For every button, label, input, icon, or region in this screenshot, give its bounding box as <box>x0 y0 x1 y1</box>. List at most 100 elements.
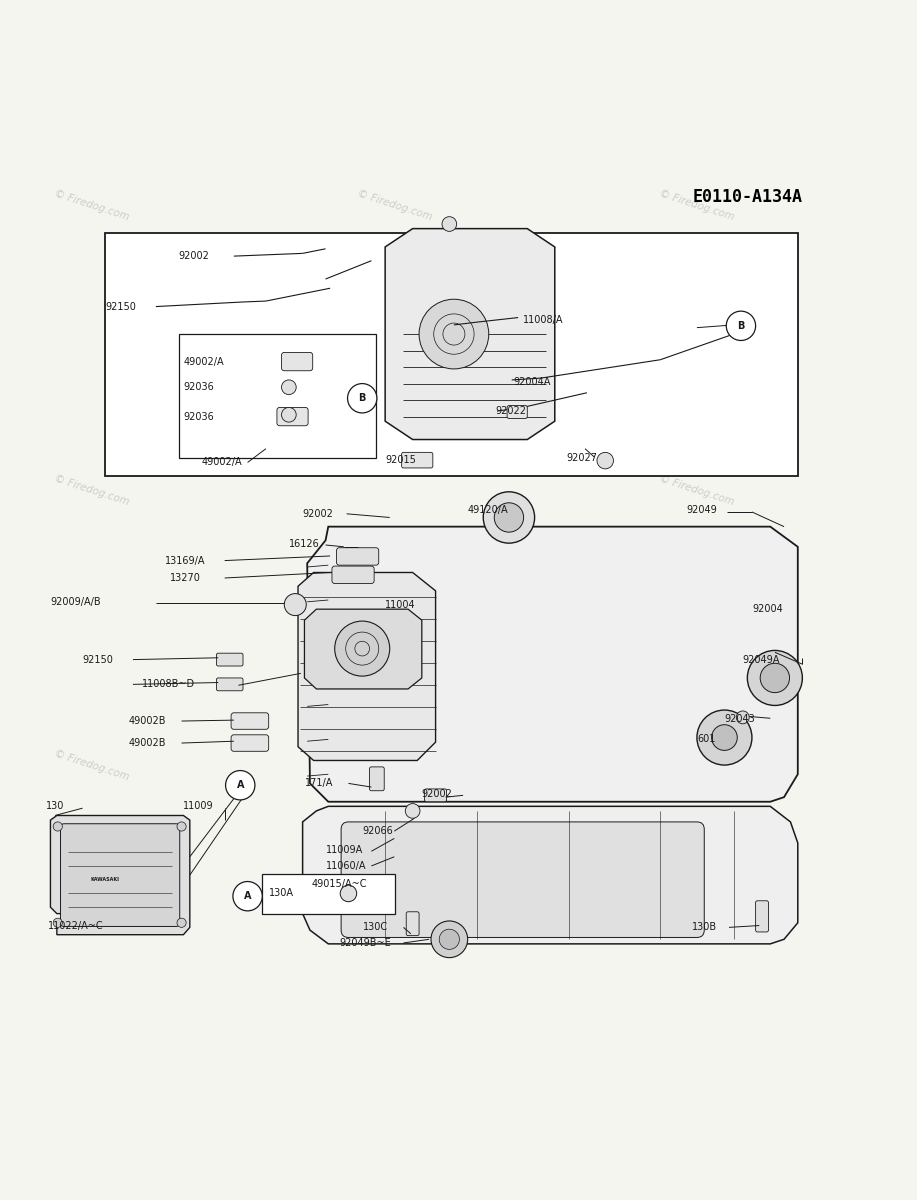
Circle shape <box>335 622 390 676</box>
Text: 92043: 92043 <box>724 714 756 725</box>
Text: © Firedog.com: © Firedog.com <box>53 473 130 506</box>
Text: 130B: 130B <box>692 923 717 932</box>
Text: 11009: 11009 <box>183 802 214 811</box>
Circle shape <box>419 299 489 368</box>
Circle shape <box>442 217 457 232</box>
FancyBboxPatch shape <box>105 233 798 476</box>
FancyBboxPatch shape <box>262 874 395 913</box>
Text: © Firedog.com: © Firedog.com <box>658 473 735 506</box>
Text: 11008/A: 11008/A <box>523 316 563 325</box>
Circle shape <box>282 380 296 395</box>
Polygon shape <box>303 806 798 944</box>
Text: © Firedog.com: © Firedog.com <box>53 749 130 782</box>
Circle shape <box>53 918 62 928</box>
Circle shape <box>760 664 790 692</box>
Circle shape <box>726 311 756 341</box>
Text: 49002B: 49002B <box>128 738 166 748</box>
Circle shape <box>284 594 306 616</box>
Text: 92049: 92049 <box>686 505 717 515</box>
Text: 13270: 13270 <box>170 572 201 583</box>
Circle shape <box>747 650 802 706</box>
Circle shape <box>494 503 524 532</box>
Text: 92004A: 92004A <box>514 377 551 386</box>
Text: 92049A: 92049A <box>743 655 780 665</box>
Text: 11004: 11004 <box>385 600 415 610</box>
Circle shape <box>53 822 62 832</box>
FancyBboxPatch shape <box>406 912 419 936</box>
FancyBboxPatch shape <box>179 334 376 458</box>
FancyBboxPatch shape <box>231 734 269 751</box>
Text: 92022: 92022 <box>495 406 526 416</box>
Circle shape <box>697 710 752 766</box>
FancyBboxPatch shape <box>341 822 704 937</box>
Circle shape <box>712 725 737 750</box>
Circle shape <box>597 452 613 469</box>
Text: © Firedog.com: © Firedog.com <box>53 188 130 222</box>
Text: 92002: 92002 <box>179 251 210 262</box>
Text: 92036: 92036 <box>183 383 215 392</box>
Text: 130C: 130C <box>363 923 388 932</box>
Text: 49120/A: 49120/A <box>468 505 508 515</box>
Circle shape <box>431 920 468 958</box>
Text: 92004: 92004 <box>752 604 783 614</box>
FancyBboxPatch shape <box>370 767 384 791</box>
Polygon shape <box>50 816 190 935</box>
Polygon shape <box>307 527 798 802</box>
Text: 92002: 92002 <box>422 790 453 799</box>
Circle shape <box>226 770 255 800</box>
Text: 92009/A/B: 92009/A/B <box>50 596 101 607</box>
Circle shape <box>233 882 262 911</box>
FancyBboxPatch shape <box>277 408 308 426</box>
Text: © Firedog.com: © Firedog.com <box>356 583 433 617</box>
FancyBboxPatch shape <box>337 547 379 565</box>
Text: B: B <box>359 394 366 403</box>
FancyBboxPatch shape <box>756 901 768 932</box>
Text: 49015/A~C: 49015/A~C <box>312 880 368 889</box>
Text: KAWASAKI: KAWASAKI <box>91 877 120 882</box>
Text: 13169/A: 13169/A <box>165 556 205 565</box>
Text: 92049B~E: 92049B~E <box>339 938 391 948</box>
FancyBboxPatch shape <box>507 406 527 419</box>
Text: 92027: 92027 <box>567 452 598 463</box>
Text: 92036: 92036 <box>183 412 215 421</box>
Circle shape <box>340 886 357 901</box>
FancyBboxPatch shape <box>425 788 447 802</box>
Circle shape <box>439 929 459 949</box>
Circle shape <box>483 492 535 544</box>
Circle shape <box>405 804 420 818</box>
Text: 11009A: 11009A <box>326 845 363 856</box>
Text: 11022/A~C: 11022/A~C <box>48 920 104 930</box>
Text: 11060/A: 11060/A <box>326 860 366 871</box>
Text: 601: 601 <box>697 734 715 744</box>
Circle shape <box>736 710 749 724</box>
Text: A: A <box>237 780 244 791</box>
Text: 130A: 130A <box>269 888 293 899</box>
Circle shape <box>282 408 296 422</box>
Circle shape <box>177 918 186 928</box>
FancyBboxPatch shape <box>332 566 374 583</box>
Polygon shape <box>298 572 436 761</box>
Text: E0110-A134A: E0110-A134A <box>692 187 802 205</box>
Text: 16126: 16126 <box>289 539 320 550</box>
FancyBboxPatch shape <box>216 653 243 666</box>
FancyBboxPatch shape <box>61 823 180 926</box>
Text: 92015: 92015 <box>385 455 416 464</box>
FancyBboxPatch shape <box>216 678 243 691</box>
Text: 11008B~D: 11008B~D <box>142 679 195 689</box>
Text: 49002/A: 49002/A <box>183 356 224 366</box>
Text: B: B <box>737 320 745 331</box>
Text: © Firedog.com: © Firedog.com <box>658 188 735 222</box>
Circle shape <box>348 384 377 413</box>
FancyBboxPatch shape <box>231 713 269 730</box>
Polygon shape <box>385 229 555 439</box>
FancyBboxPatch shape <box>282 353 313 371</box>
Text: 171/A: 171/A <box>305 779 334 788</box>
Polygon shape <box>304 610 422 689</box>
Text: 130: 130 <box>46 802 64 811</box>
Text: © Firedog.com: © Firedog.com <box>356 188 433 222</box>
Text: 92150: 92150 <box>83 655 114 665</box>
Text: 92002: 92002 <box>303 509 334 518</box>
Text: 92150: 92150 <box>105 301 137 312</box>
FancyBboxPatch shape <box>402 452 433 468</box>
Text: 49002B: 49002B <box>128 716 166 726</box>
